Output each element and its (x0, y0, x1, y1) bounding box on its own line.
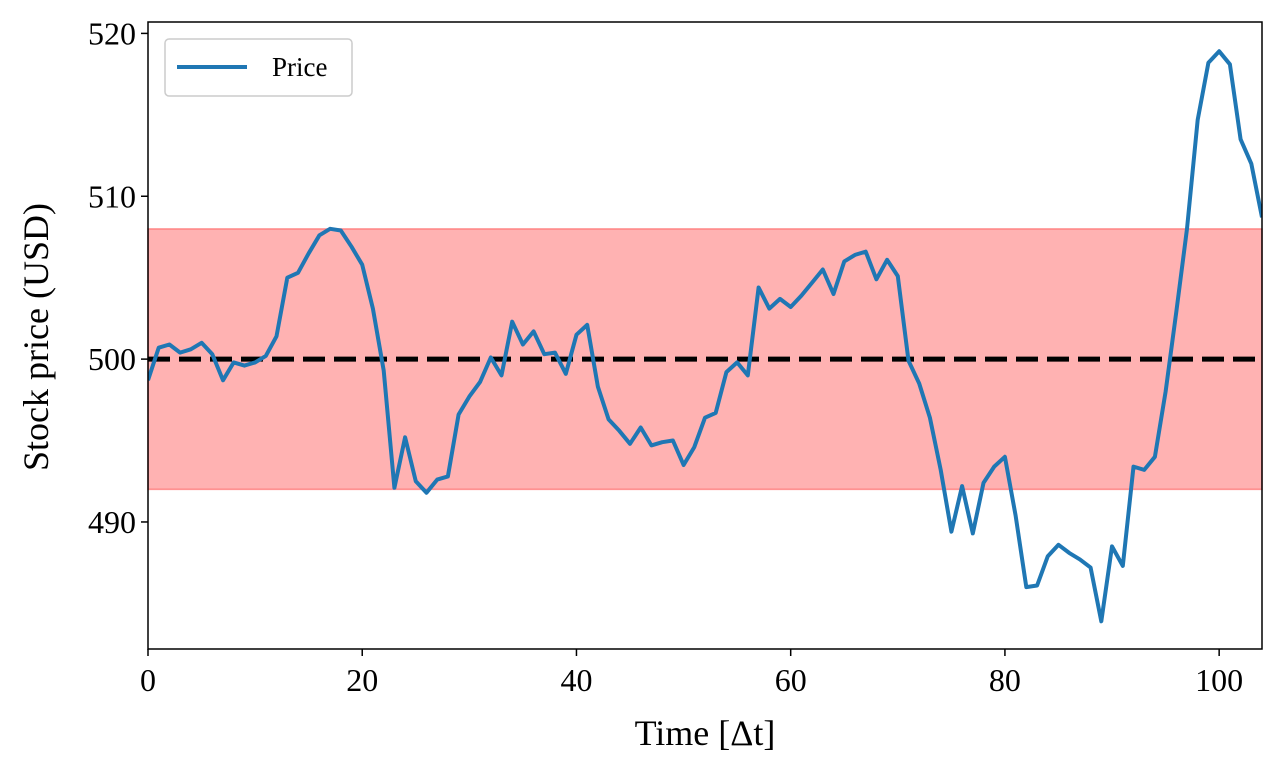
x-tick-label: 40 (560, 662, 592, 698)
y-tick-label: 510 (88, 178, 136, 214)
legend-label: Price (272, 52, 327, 82)
x-tick-label: 80 (989, 662, 1021, 698)
y-tick-label: 500 (88, 341, 136, 377)
y-axis-label: Stock price (USD) (16, 203, 56, 471)
x-tick-label: 100 (1195, 662, 1243, 698)
y-tick-label: 490 (88, 504, 136, 540)
x-axis-label: Time [Δt] (635, 713, 776, 753)
plot-frame (147, 21, 1263, 650)
x-tick-label: 20 (346, 662, 378, 698)
series-line (148, 49, 1262, 624)
band (147, 228, 1263, 491)
y-tick-label: 520 (88, 15, 136, 51)
x-tick-label: 0 (140, 662, 156, 698)
legend-box (164, 38, 353, 97)
x-tick-label: 60 (775, 662, 807, 698)
